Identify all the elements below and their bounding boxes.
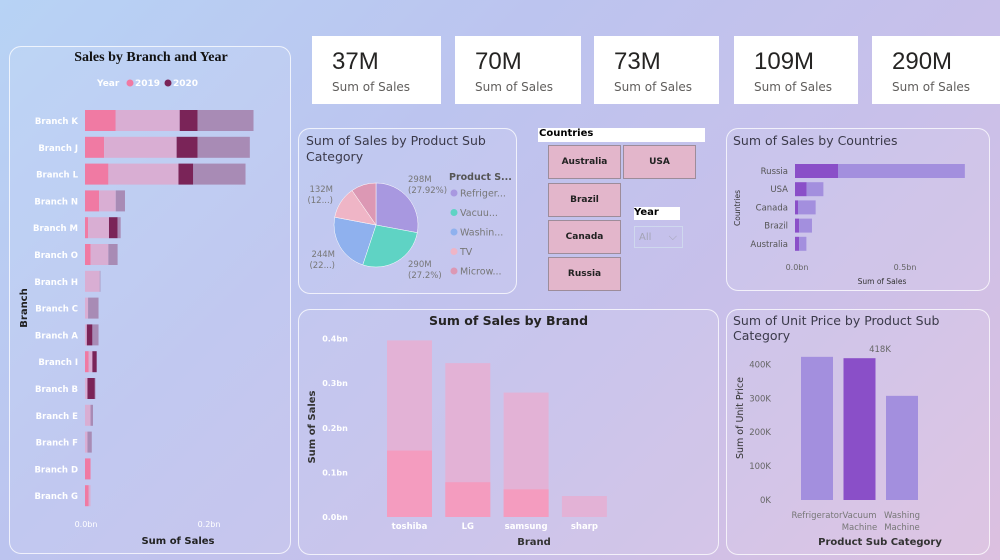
kpi-card: 73M Sum of Sales [594,36,719,104]
year-dropdown[interactable]: All ⌵ [634,226,683,248]
chart-title: Sum of Sales by Countries [733,133,898,148]
kpi-value: 73M [614,48,661,75]
kpi-label: Sum of Sales [892,80,971,94]
kpi-label: Sum of Sales [475,80,554,94]
kpi-value: 70M [475,48,522,75]
kpi-card: 109M Sum of Sales [734,36,858,104]
kpi-label: Sum of Sales [754,80,833,94]
slicer-canada[interactable]: Canada [548,220,621,254]
chart-title: Sum of Sales by Brand [428,313,589,328]
slicer-brazil[interactable]: Brazil [548,183,621,217]
kpi-value: 37M [332,48,379,75]
slicer-russia[interactable]: Russia [548,257,621,291]
branch-chart-panel [9,46,291,554]
year-dropdown-value: All [639,232,652,243]
chart-title: Sum of Sales by Product Sub Category [306,133,486,164]
kpi-label: Sum of Sales [614,80,693,94]
kpi-card: 70M Sum of Sales [455,36,581,104]
chart-title: Sales by Branch and Year [74,50,228,65]
slicer-usa[interactable]: USA [623,145,696,179]
brand-chart-panel [298,309,719,555]
kpi-card: 37M Sum of Sales [312,36,441,104]
chart-title: Sum of Unit Price by Product Sub Categor… [733,313,940,343]
chevron-down-icon: ⌵ [668,230,677,243]
kpi-value: 290M [892,48,953,75]
year-slicer-title: Year [634,207,680,220]
kpi-label: Sum of Sales [332,80,411,94]
unit-price-chart-panel [726,309,990,555]
countries-chart-panel [726,128,990,291]
kpi-value: 109M [754,48,815,75]
countries-slicer-title: Countries [538,128,705,142]
kpi-card: 290M Sum of Sales [872,36,1000,104]
slicer-australia[interactable]: Australia [548,145,621,179]
